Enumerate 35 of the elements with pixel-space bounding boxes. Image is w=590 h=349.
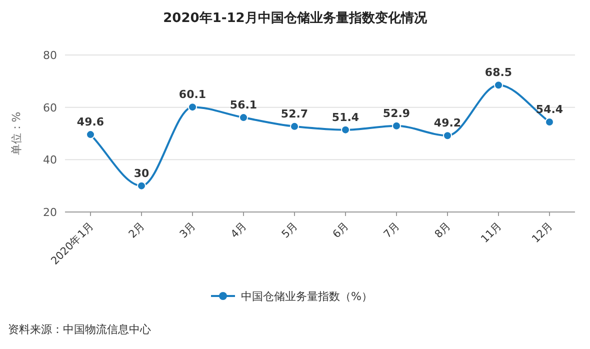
data-label: 49.6 (76, 116, 104, 129)
point (188, 102, 197, 112)
point (494, 80, 503, 90)
point (137, 181, 146, 190)
data-label: 54.4 (536, 102, 564, 116)
x-tick-label: 3月 (178, 220, 199, 241)
data-label: 49.2 (434, 116, 462, 130)
x-tick-label: 8月 (432, 220, 454, 241)
x-tick-label: 5月 (280, 220, 301, 241)
x-tick-label: 6月 (330, 220, 352, 241)
y-tick-label: 20 (43, 206, 57, 219)
x-tick-label: 4月 (228, 220, 250, 241)
data-label: 68.5 (484, 66, 512, 80)
data-label: 30 (134, 166, 150, 180)
chart-title: 2020年1-12月中国仓储业务量指数变化情况 (163, 10, 428, 26)
point (290, 122, 299, 131)
y-axis-title: 单位：% (10, 112, 23, 156)
y-tick-label: 60 (43, 101, 57, 114)
legend-label: 中国仓储业务量指数（%） (241, 290, 372, 303)
data-label: 56.1 (230, 98, 258, 112)
data-label: 52.9 (382, 106, 410, 120)
x-tick-label: 7月 (382, 220, 403, 241)
point (341, 125, 350, 134)
data-label: 52.7 (280, 107, 308, 120)
x-tick-label: 11月 (478, 220, 505, 246)
y-tick-label: 40 (43, 154, 57, 167)
point (443, 131, 452, 140)
point (86, 130, 95, 140)
text: 资料来源：中国物流信息中心 (8, 323, 151, 336)
y-tick-label: 80 (43, 49, 57, 62)
x-tick-label: 2月 (126, 220, 148, 241)
data-label: 51.4 (332, 110, 360, 124)
data-label: 60.1 (178, 88, 206, 102)
point (392, 121, 401, 130)
x-tick-label: 12月 (530, 220, 556, 246)
